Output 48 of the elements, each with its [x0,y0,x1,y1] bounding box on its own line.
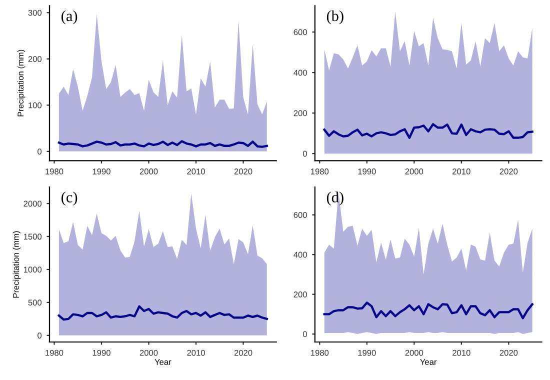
y-tick-label: 600 [294,29,307,36]
x-tick-label: 2020 [234,350,252,356]
y-tick-label: 500 [28,300,42,306]
y-tick-label: 200 [28,56,42,62]
y-tick-label: 200 [294,292,307,298]
y-tick-label: 0 [38,332,42,339]
chart-title: (b) [326,10,344,24]
y-tick-label: 2000 [24,200,42,207]
y-tick-label: 1500 [24,234,42,240]
y-tick-label: 600 [294,212,307,218]
x-tick-label: 2000 [140,350,158,356]
x-tick-label: 2010 [187,350,205,356]
y-tick-label: 0 [302,331,307,338]
line-series [323,302,534,320]
x-axis-title: Year [420,359,437,365]
x-tick-label: 2020 [500,350,518,356]
x-tick-label: 1980 [46,350,64,356]
y-axis-title: Precipitation (mm) [17,50,26,116]
x-tick-label: 1980 [311,168,329,174]
y-tick-label: 400 [294,252,307,258]
y-tick-label: 400 [294,70,307,76]
y-tick-label: 0 [38,148,42,155]
x-tick-label: 1990 [358,168,376,174]
line-series [323,123,534,139]
x-tick-label: 1990 [358,350,376,356]
x-tick-label: 1990 [92,168,110,174]
x-tick-label: 2000 [140,168,158,174]
y-tick-label: 300 [28,10,42,16]
y-tick-label: 1000 [24,266,42,273]
chart-title: (d) [326,192,344,206]
y-tick-label: 0 [302,150,307,157]
line-series [58,305,268,321]
y-tick-label: 200 [294,110,307,116]
x-tick-label: 2010 [452,350,470,356]
y-axis-title: Precipitation (mm) [12,231,21,298]
x-axis-title: Year [154,359,172,365]
chart-title: (a) [62,10,78,24]
x-tick-label: 2020 [234,168,252,174]
x-tick-label: 1980 [311,350,329,356]
x-tick-label: 2010 [452,168,470,174]
x-tick-label: 2000 [405,168,424,174]
x-tick-label: 2010 [187,168,205,174]
y-tick-label: 100 [28,102,42,108]
x-tick-label: 2000 [405,350,424,356]
chart-title: (c) [62,192,78,206]
x-tick-label: 1990 [92,350,110,356]
x-tick-label: 2020 [500,168,518,174]
x-tick-label: 1980 [46,168,64,174]
